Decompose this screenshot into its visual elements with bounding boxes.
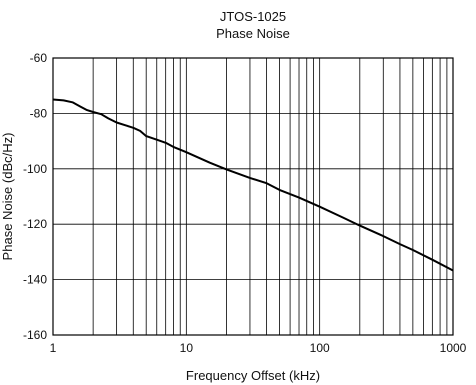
- grid: [52, 57, 454, 336]
- y-tick-label: -60: [30, 51, 48, 65]
- chart-subtitle: Phase Noise: [216, 26, 290, 41]
- x-tick-label: 1: [50, 341, 57, 355]
- chart-title: JTOS-1025: [220, 9, 286, 24]
- y-tick-label: -100: [23, 162, 47, 176]
- phase-noise-line: [52, 98, 454, 272]
- y-tick-label: -160: [23, 328, 47, 342]
- y-tick-label: -140: [23, 273, 47, 287]
- x-tick-label: 10: [180, 341, 194, 355]
- y-axis-label: Phase Noise (dBc/Hz): [0, 133, 15, 261]
- series-layer: [52, 98, 454, 272]
- plot-frame: [52, 57, 454, 336]
- y-tick-label: -120: [23, 217, 47, 231]
- y-tick-label: -80: [30, 106, 48, 120]
- x-tick-label: 1000: [440, 341, 467, 355]
- x-tick-label: 100: [310, 341, 330, 355]
- x-axis-label: Frequency Offset (kHz): [186, 368, 320, 383]
